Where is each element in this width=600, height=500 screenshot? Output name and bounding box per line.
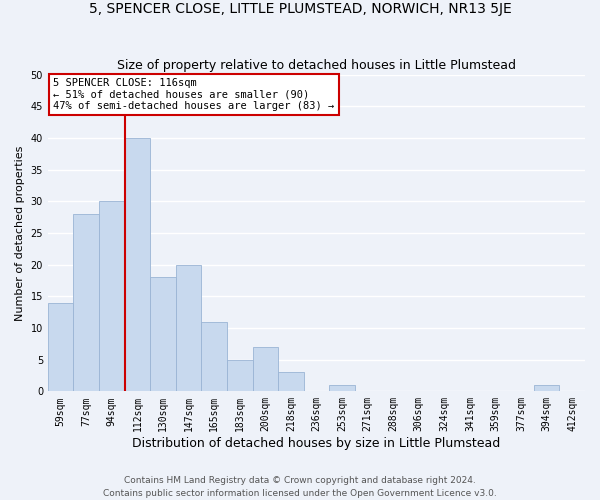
Bar bbox=[253, 347, 278, 392]
Text: Contains HM Land Registry data © Crown copyright and database right 2024.
Contai: Contains HM Land Registry data © Crown c… bbox=[103, 476, 497, 498]
Bar bbox=[329, 385, 355, 392]
Title: Size of property relative to detached houses in Little Plumstead: Size of property relative to detached ho… bbox=[117, 59, 516, 72]
Bar bbox=[202, 322, 227, 392]
Bar bbox=[227, 360, 253, 392]
Bar bbox=[176, 264, 202, 392]
Bar bbox=[534, 385, 559, 392]
Text: 5, SPENCER CLOSE, LITTLE PLUMSTEAD, NORWICH, NR13 5JE: 5, SPENCER CLOSE, LITTLE PLUMSTEAD, NORW… bbox=[89, 2, 511, 16]
Bar bbox=[150, 278, 176, 392]
Bar bbox=[125, 138, 150, 392]
Bar bbox=[48, 302, 73, 392]
Bar bbox=[99, 202, 125, 392]
Bar bbox=[278, 372, 304, 392]
Text: 5 SPENCER CLOSE: 116sqm
← 51% of detached houses are smaller (90)
47% of semi-de: 5 SPENCER CLOSE: 116sqm ← 51% of detache… bbox=[53, 78, 335, 111]
Y-axis label: Number of detached properties: Number of detached properties bbox=[15, 146, 25, 320]
Bar bbox=[73, 214, 99, 392]
X-axis label: Distribution of detached houses by size in Little Plumstead: Distribution of detached houses by size … bbox=[133, 437, 500, 450]
